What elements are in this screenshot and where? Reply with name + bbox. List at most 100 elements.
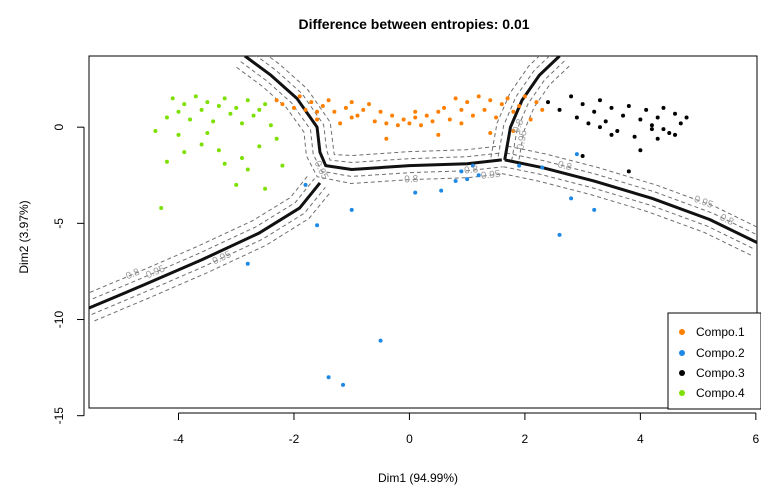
point-compo-1-33 xyxy=(465,100,470,105)
x-tick-label-3: 0 xyxy=(406,432,413,446)
point-compo-4-29 xyxy=(222,161,227,166)
y-tick-label-2: -5 xyxy=(52,218,66,229)
point-compo-4-35 xyxy=(263,186,268,191)
point-compo-1-28 xyxy=(436,109,441,114)
point-compo-1-20 xyxy=(390,113,395,118)
point-compo-1-46 xyxy=(540,107,545,112)
point-compo-1-36 xyxy=(482,107,487,112)
point-compo-1-29 xyxy=(442,105,447,110)
point-compo-3-25 xyxy=(638,148,643,153)
contour-line-2-4 xyxy=(236,66,504,184)
point-compo-2-17 xyxy=(557,232,562,237)
point-compo-3-7 xyxy=(592,109,597,114)
x-axis: -4 -2 0 2 4 6 xyxy=(173,412,760,446)
contour-label-4: 0.8 xyxy=(404,174,419,185)
point-compo-1-23 xyxy=(407,121,412,126)
point-compo-2-5 xyxy=(326,375,331,380)
point-compo-3-17 xyxy=(649,127,654,132)
point-compo-1-53 xyxy=(413,109,418,114)
point-compo-1-39 xyxy=(499,102,504,107)
point-compo-4-15 xyxy=(240,121,244,126)
legend-marker-compo-4 xyxy=(679,390,685,396)
point-compo-3-5 xyxy=(580,102,585,107)
point-compo-1-10 xyxy=(332,109,337,114)
point-compo-1-2 xyxy=(280,102,285,107)
contour-line-4-3 xyxy=(503,166,755,250)
point-compo-2-6 xyxy=(341,382,346,387)
point-compo-3-29 xyxy=(609,132,614,137)
point-compo-2-7 xyxy=(378,338,383,343)
point-compo-1-11 xyxy=(338,121,343,126)
contour-label-9: 0.8 xyxy=(557,159,574,173)
point-compo-1-6 xyxy=(309,100,314,105)
contour-line-4-1 xyxy=(507,145,757,228)
point-compo-1-16 xyxy=(367,102,372,107)
point-compo-3-1 xyxy=(546,100,550,105)
point-compo-2-20 xyxy=(592,207,597,212)
point-compo-4-7 xyxy=(193,94,198,99)
point-compo-1-24 xyxy=(413,115,418,120)
contour-line-1-1 xyxy=(89,173,310,294)
point-compo-3-11 xyxy=(615,129,620,134)
point-compo-1-42 xyxy=(517,104,522,109)
point-compo-4-32 xyxy=(280,163,285,168)
point-compo-4-28 xyxy=(182,150,187,155)
point-compo-4-22 xyxy=(199,142,204,147)
point-compo-1-14 xyxy=(355,113,360,118)
point-compo-1-21 xyxy=(395,123,400,128)
x-tick-label-5: 4 xyxy=(637,432,644,446)
point-compo-3-15 xyxy=(638,117,643,122)
contour-line-2-1 xyxy=(267,56,501,157)
point-compo-3-22 xyxy=(678,121,683,126)
point-compo-4-21 xyxy=(176,132,181,137)
point-compo-1-44 xyxy=(528,117,533,122)
point-compo-1-31 xyxy=(453,96,458,101)
point-compo-1-52 xyxy=(349,115,354,120)
point-compo-1-48 xyxy=(384,136,389,141)
y-axis-label: Dim2 (3.97%) xyxy=(17,200,31,273)
point-compo-4-5 xyxy=(182,102,187,107)
point-compo-2-11 xyxy=(459,169,464,174)
point-compo-1-18 xyxy=(378,109,383,114)
point-compo-2-3 xyxy=(315,223,320,228)
point-compo-3-2 xyxy=(557,107,562,112)
point-compo-2-9 xyxy=(439,188,444,193)
points-layer xyxy=(153,94,689,387)
contour-label-6: 0.95 xyxy=(480,169,501,182)
decision-boundary-2 xyxy=(243,56,502,171)
point-compo-1-41 xyxy=(511,109,516,114)
contour-line-1-4 xyxy=(94,191,332,322)
point-compo-3-23 xyxy=(684,115,689,120)
point-compo-1-38 xyxy=(494,115,499,120)
point-compo-2-2 xyxy=(303,182,308,187)
point-compo-4-2 xyxy=(164,115,169,120)
contour-layer xyxy=(89,56,757,322)
legend-label-compo-4: Compo.4 xyxy=(696,386,745,400)
point-compo-1-25 xyxy=(418,123,423,128)
point-compo-4-34 xyxy=(205,130,210,135)
point-compo-4-6 xyxy=(188,117,193,122)
contour-label-5: 0.8 xyxy=(464,164,479,177)
point-compo-3-10 xyxy=(609,105,614,110)
point-compo-2-13 xyxy=(470,163,475,168)
legend-marker-compo-3 xyxy=(679,370,685,376)
point-compo-2-8 xyxy=(413,190,418,195)
point-compo-4-10 xyxy=(211,119,216,124)
point-compo-4-18 xyxy=(257,107,262,112)
point-compo-1-4 xyxy=(297,94,302,99)
contour-label-2: 0.8 xyxy=(124,267,141,283)
point-compo-1-3 xyxy=(291,105,296,110)
legend-marker-compo-2 xyxy=(679,350,685,356)
y-tick-label-3: -10 xyxy=(52,311,66,329)
point-compo-4-17 xyxy=(251,113,256,118)
point-compo-4-11 xyxy=(216,104,221,109)
decision-boundary-1 xyxy=(89,182,322,310)
point-compo-4-16 xyxy=(245,98,250,103)
point-compo-1-51 xyxy=(511,129,516,134)
x-tick-label-2: -2 xyxy=(289,432,300,446)
point-compo-4-33 xyxy=(164,159,169,164)
legend: Compo.1 Compo.2 Compo.3 Compo.4 xyxy=(667,312,761,410)
point-compo-3-9 xyxy=(603,119,608,124)
point-compo-3-3 xyxy=(569,94,574,99)
point-compo-1-47 xyxy=(315,109,320,114)
